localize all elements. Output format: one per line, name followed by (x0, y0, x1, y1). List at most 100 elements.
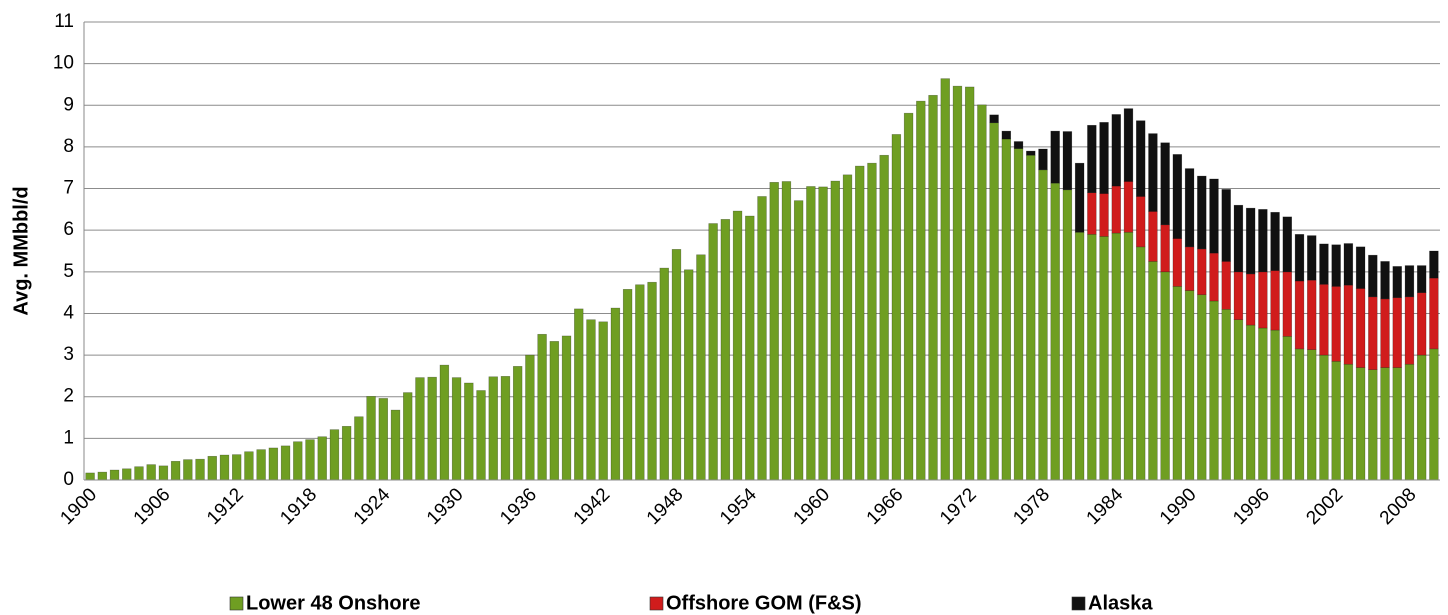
x-tick-label: 1966 (863, 484, 908, 529)
bar-segment (500, 376, 511, 481)
bar-segment (1245, 324, 1256, 481)
bar-segment (1233, 271, 1244, 320)
bar-segment (1111, 114, 1121, 187)
bar-segment (1429, 277, 1439, 350)
x-tick-label: 1990 (1156, 484, 1201, 529)
bar-segment (256, 449, 266, 481)
bar-segment (1416, 265, 1427, 293)
bar-segment (1038, 148, 1048, 171)
bar-segment (183, 459, 193, 481)
bar-segment (647, 281, 657, 481)
bar-segment (134, 466, 144, 481)
bar-segment (1099, 193, 1109, 237)
bar-segment (1123, 231, 1134, 481)
bar-segment (439, 364, 450, 481)
bar-segment (1258, 327, 1268, 481)
bar-segment (403, 392, 413, 481)
bar-segment (1368, 296, 1378, 370)
bar-segment (1184, 168, 1195, 248)
bar-segment (1380, 298, 1390, 368)
y-tick-label: 9 (63, 94, 74, 115)
bar-segment (1368, 369, 1378, 481)
x-tick-label: 1900 (56, 484, 101, 529)
bar-segment (720, 219, 731, 481)
bar-segment (1087, 234, 1097, 481)
bar-segment (1282, 271, 1292, 337)
bar-segment (1294, 234, 1305, 282)
bar-segment (1307, 279, 1317, 350)
bar-segment (1074, 162, 1085, 233)
bar-segment (537, 333, 547, 481)
bar-segment (1355, 246, 1366, 289)
bar-segment (1294, 280, 1305, 350)
x-tick-label: 1972 (936, 484, 981, 529)
bar-segment (1087, 192, 1097, 235)
bar-segment (146, 464, 156, 481)
legend-label: Alaska (1088, 592, 1153, 614)
bar-segment (329, 429, 340, 481)
bar-segment (451, 377, 462, 481)
x-tick-label: 1930 (423, 484, 468, 529)
bar-segment (293, 441, 303, 481)
bar-segment (671, 249, 682, 481)
bar-segment (659, 267, 669, 481)
bar-segment (1148, 261, 1158, 481)
bar-segment (1343, 284, 1354, 365)
bar-segment (1233, 319, 1244, 481)
bar-segment (1136, 120, 1146, 197)
bar-segment (1245, 207, 1256, 275)
bar-segment (635, 284, 645, 481)
bar-segment (244, 451, 254, 481)
y-tick-label: 8 (63, 136, 74, 157)
bar-segment (1209, 300, 1219, 481)
bar-segment (696, 254, 706, 481)
bar-segment (1221, 189, 1231, 262)
x-tick-label: 1960 (789, 484, 834, 529)
bar-segment (170, 460, 181, 481)
bar-segment (1319, 284, 1329, 356)
bar-segment (1099, 236, 1109, 481)
bar-segment (1038, 169, 1048, 481)
bar-segment (561, 335, 572, 481)
bar-segment (1368, 254, 1378, 298)
bar-segment (989, 122, 999, 481)
bar-segment (305, 439, 315, 481)
bar-segment (1001, 138, 1012, 481)
x-tick-label: 1924 (350, 484, 395, 529)
bar-segment (378, 398, 388, 481)
bar-segment (1013, 148, 1024, 481)
bar-segment (928, 94, 938, 481)
bar-segment (940, 78, 950, 481)
bar-segment (1013, 141, 1024, 149)
bar-segment (684, 269, 694, 481)
bar-segment (867, 162, 877, 481)
bar-segment (952, 85, 963, 481)
bar-segment (1392, 266, 1402, 298)
bar-segment (781, 181, 792, 481)
bar-segment (1294, 348, 1305, 481)
bar-segment (1184, 290, 1195, 481)
bar-segment (1343, 363, 1354, 481)
bar-segment (1026, 154, 1036, 481)
bar-segment (1197, 175, 1207, 250)
bar-segment (1319, 243, 1329, 285)
bar-segment (610, 307, 621, 481)
bar-segment (708, 223, 718, 481)
y-tick-label: 2 (63, 386, 74, 407)
x-tick-label: 1954 (716, 484, 761, 529)
bar-segment (549, 341, 560, 481)
bar-segment (1392, 367, 1402, 481)
bar-segment (1380, 367, 1390, 481)
bar-segment (268, 447, 279, 481)
x-tick-label: 1996 (1229, 484, 1274, 529)
bar-segment (195, 458, 205, 481)
bar-segment (818, 186, 828, 481)
bar-segment (1404, 363, 1415, 481)
bar-segment (1380, 261, 1390, 300)
y-tick-label: 10 (53, 53, 74, 74)
bar-segment (317, 436, 327, 481)
x-tick-label: 1978 (1009, 484, 1054, 529)
bar-segment (745, 215, 755, 481)
bar-segment (427, 376, 437, 481)
